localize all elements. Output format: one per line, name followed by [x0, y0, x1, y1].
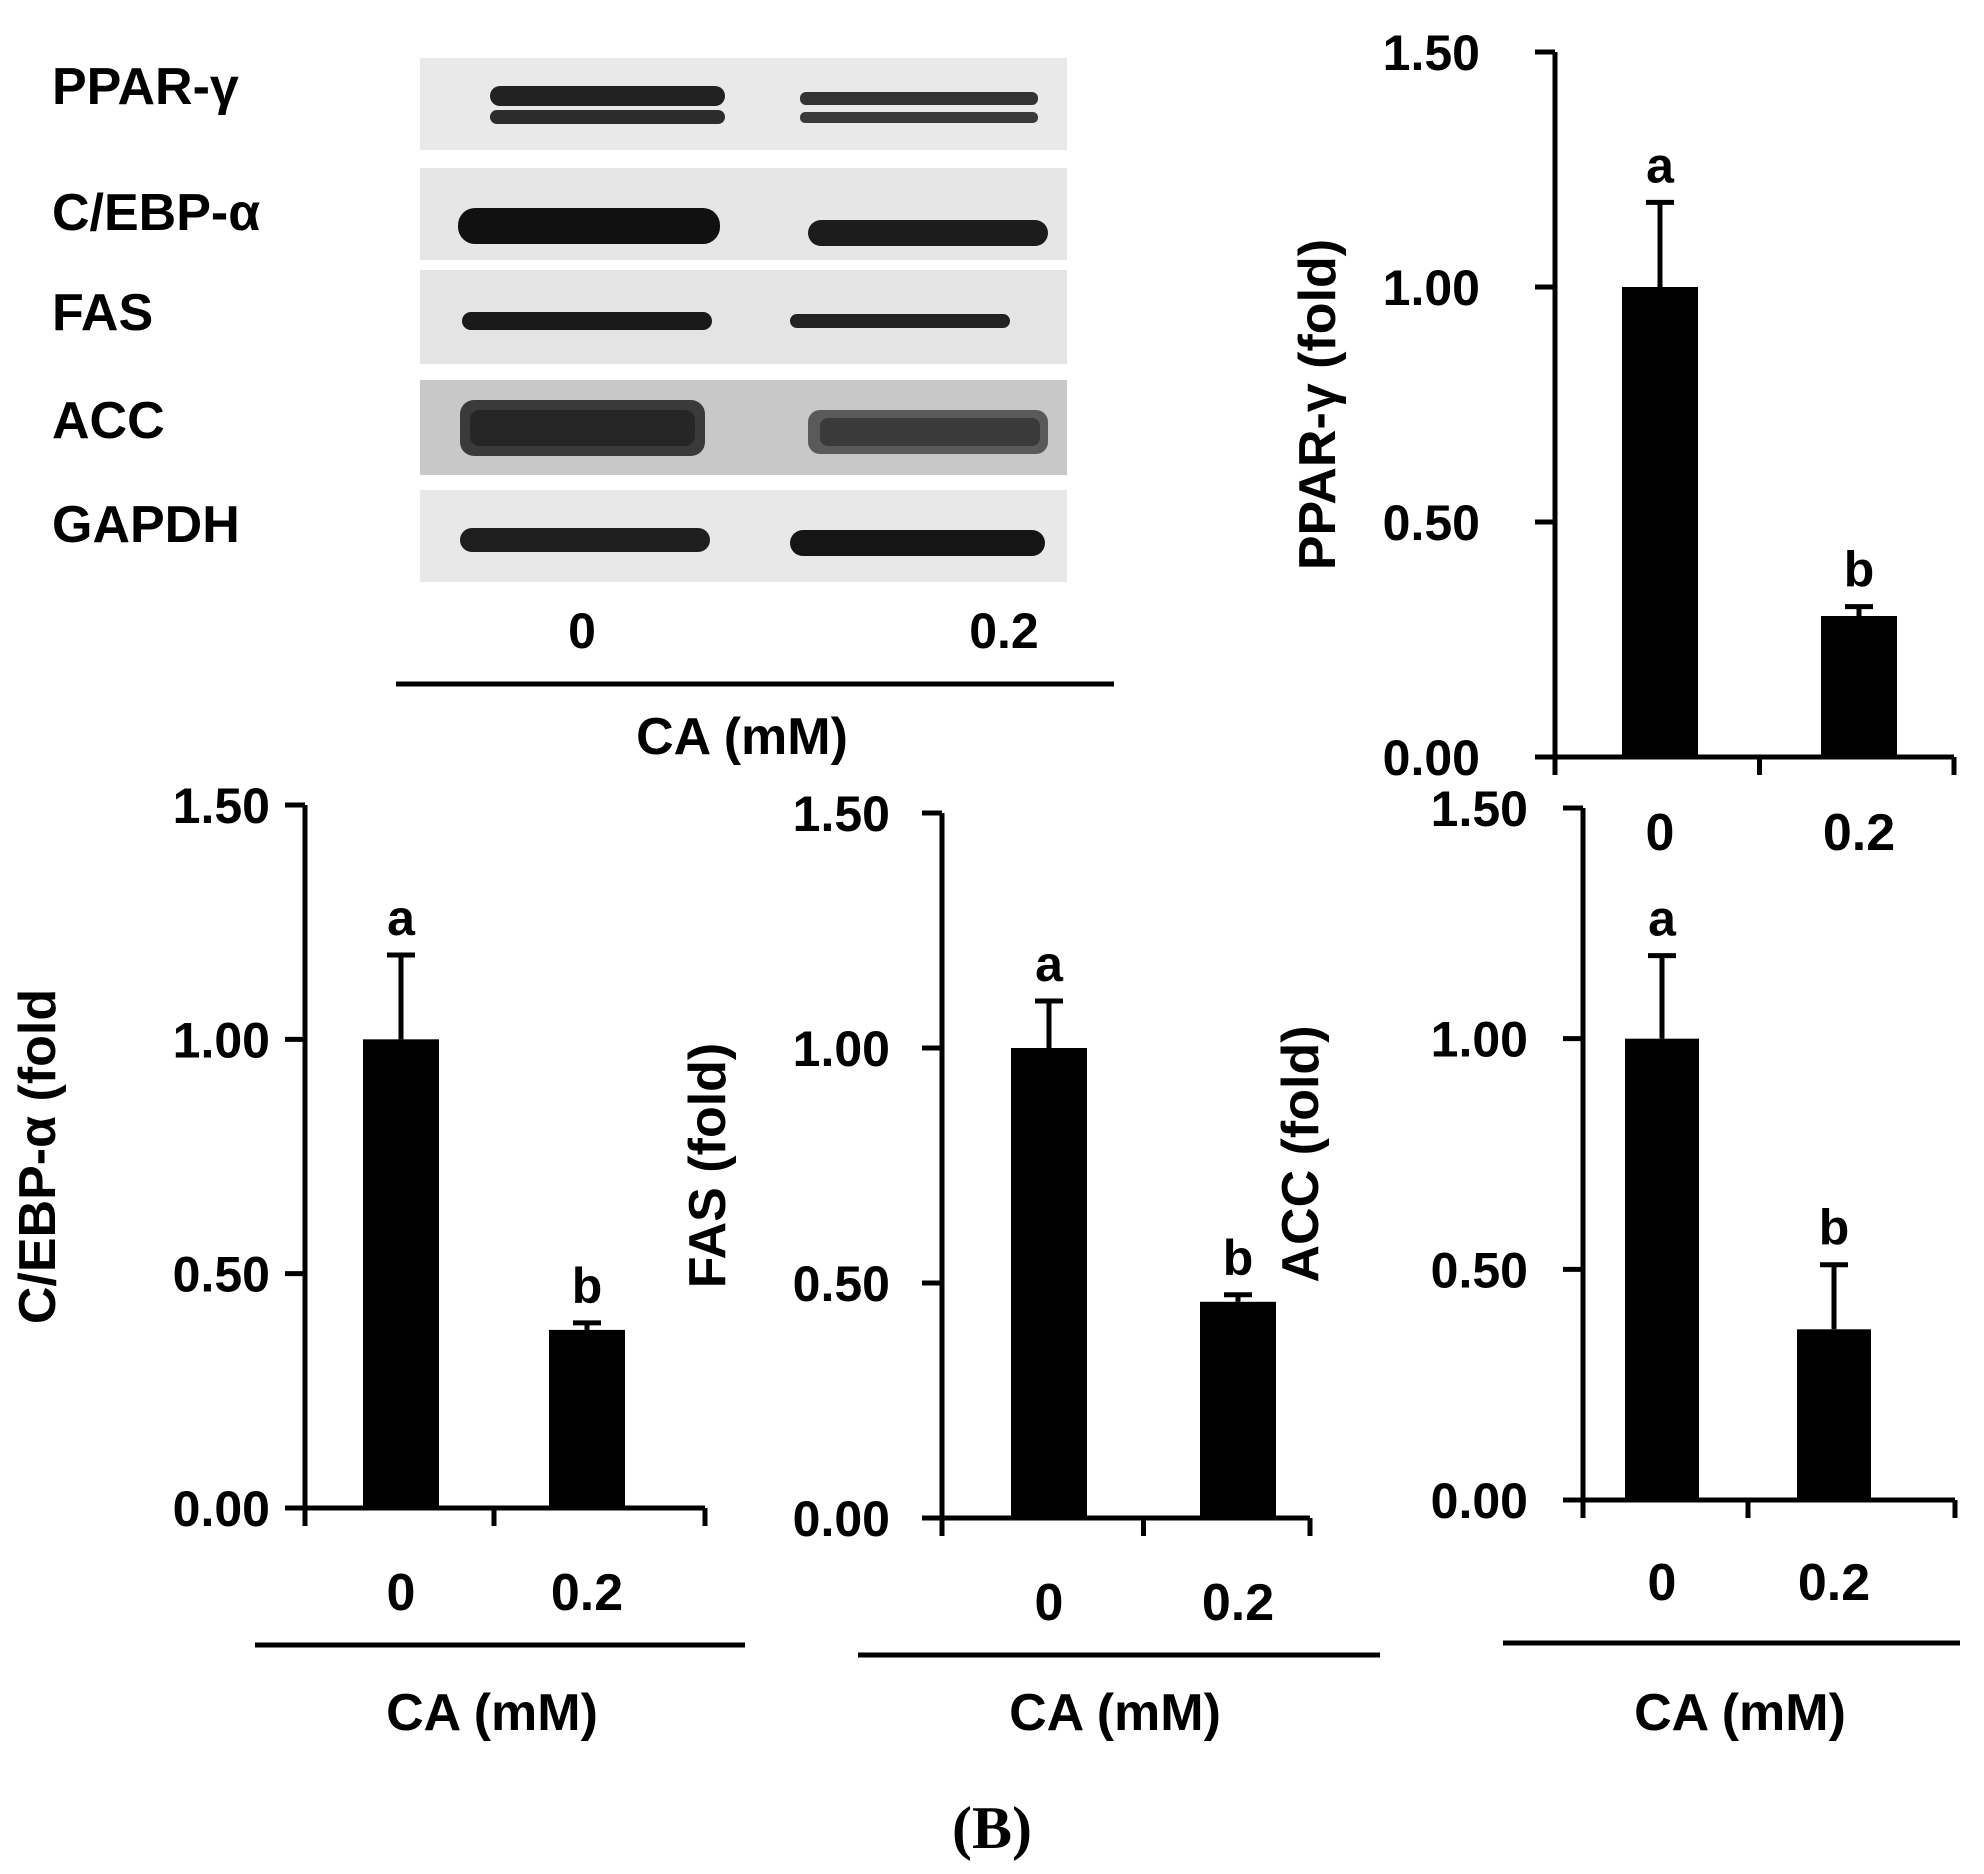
y-tick-label: 0.00	[793, 1491, 890, 1547]
blot-bands-fas	[462, 312, 1010, 330]
blot-lane-0: 0	[568, 603, 596, 659]
bar	[1625, 1038, 1699, 1500]
y-axis-label: ACC (fold)	[1272, 1025, 1330, 1282]
y-tick-label: 0.50	[1383, 495, 1480, 551]
y-axis-label: FAS (fold)	[679, 1043, 737, 1289]
bar	[1011, 1048, 1087, 1518]
category-label: 0	[1648, 1554, 1677, 1612]
significance-letter: b	[1223, 1230, 1254, 1286]
y-tick-label: 1.00	[1383, 260, 1480, 316]
category-label: 0	[1646, 804, 1675, 862]
significance-letter: b	[1844, 542, 1875, 598]
y-tick-label: 0.00	[173, 1481, 270, 1537]
y-tick-label: 0.00	[1431, 1473, 1528, 1529]
y-tick-label: 1.50	[793, 786, 890, 842]
western-blot: PPAR-γ C/EBP-α FAS ACC GAPDH	[52, 58, 1114, 766]
category-label: 0.2	[551, 1564, 623, 1622]
significance-letter: b	[572, 1258, 603, 1314]
blot-bands-gapdh	[460, 528, 1045, 556]
bar	[1200, 1301, 1276, 1518]
figure-label: (B)	[952, 1795, 1032, 1861]
blot-bands-acc	[460, 400, 1048, 456]
blot-lane-0.2: 0.2	[969, 603, 1039, 659]
significance-letter: b	[1819, 1200, 1850, 1256]
category-label: 0.2	[1823, 804, 1895, 862]
y-axis-label: PPAR-γ (fold)	[1289, 239, 1347, 570]
bar	[549, 1329, 625, 1508]
category-label: 0.2	[1202, 1574, 1274, 1632]
blot-xlabel: CA (mM)	[636, 708, 848, 766]
significance-letter: a	[387, 890, 416, 946]
significance-letter: a	[1648, 891, 1677, 947]
category-label: 0	[1035, 1574, 1064, 1632]
blot-label-gapdh: GAPDH	[52, 496, 240, 554]
category-label: 0	[387, 1564, 416, 1622]
y-tick-label: 1.00	[793, 1021, 890, 1077]
blot-label-acc: ACC	[52, 392, 165, 450]
y-tick-label: 1.50	[173, 778, 270, 834]
x-axis-label: CA (mM)	[386, 1684, 598, 1742]
bar	[363, 1039, 439, 1508]
y-tick-label: 0.50	[1431, 1242, 1528, 1298]
x-axis-label: CA (mM)	[1009, 1684, 1221, 1742]
y-axis-label: C/EBP-α (fold	[9, 989, 67, 1324]
significance-letter: a	[1035, 936, 1064, 992]
blot-label-ppar: PPAR-γ	[52, 58, 239, 116]
y-tick-label: 1.00	[173, 1012, 270, 1068]
x-axis-label: CA (mM)	[1634, 1684, 1846, 1742]
blot-label-fas: FAS	[52, 284, 153, 342]
blot-label-cebp: C/EBP-α	[52, 184, 260, 242]
y-tick-label: 0.00	[1383, 730, 1480, 786]
category-label: 0.2	[1798, 1554, 1870, 1612]
y-tick-label: 1.00	[1431, 1012, 1528, 1068]
bar	[1622, 287, 1698, 757]
blot-bands-cebp	[458, 208, 1048, 246]
blot-bands-ppar	[490, 86, 1038, 124]
chart-fas: 0.00 0.50 1.00 1.50 a 0 b 0.2 FAS (fold) CA (mM)	[679, 786, 1380, 1742]
chart-acc: 0.00 0.50 1.00 1.50 a 0 b 0.2 ACC (fold) CA (mM)	[1272, 781, 1960, 1742]
chart-cebp-alpha: 0.00 0.50 1.00 1.50 a 0 b 0.2 C/EBP-α (fold CA (m…	[9, 778, 745, 1742]
y-tick-label: 0.50	[173, 1247, 270, 1303]
y-tick-label: 0.50	[793, 1256, 890, 1312]
chart-ppar-gamma: 0.00 0.50 1.00 1.50 a 0 b 0.2 PPAR-γ (fold)	[1289, 25, 1957, 862]
y-tick-label: 1.50	[1431, 781, 1528, 837]
bar	[1797, 1329, 1871, 1500]
significance-letter: a	[1646, 137, 1675, 193]
y-tick-label: 1.50	[1383, 25, 1480, 81]
bar	[1821, 616, 1897, 757]
